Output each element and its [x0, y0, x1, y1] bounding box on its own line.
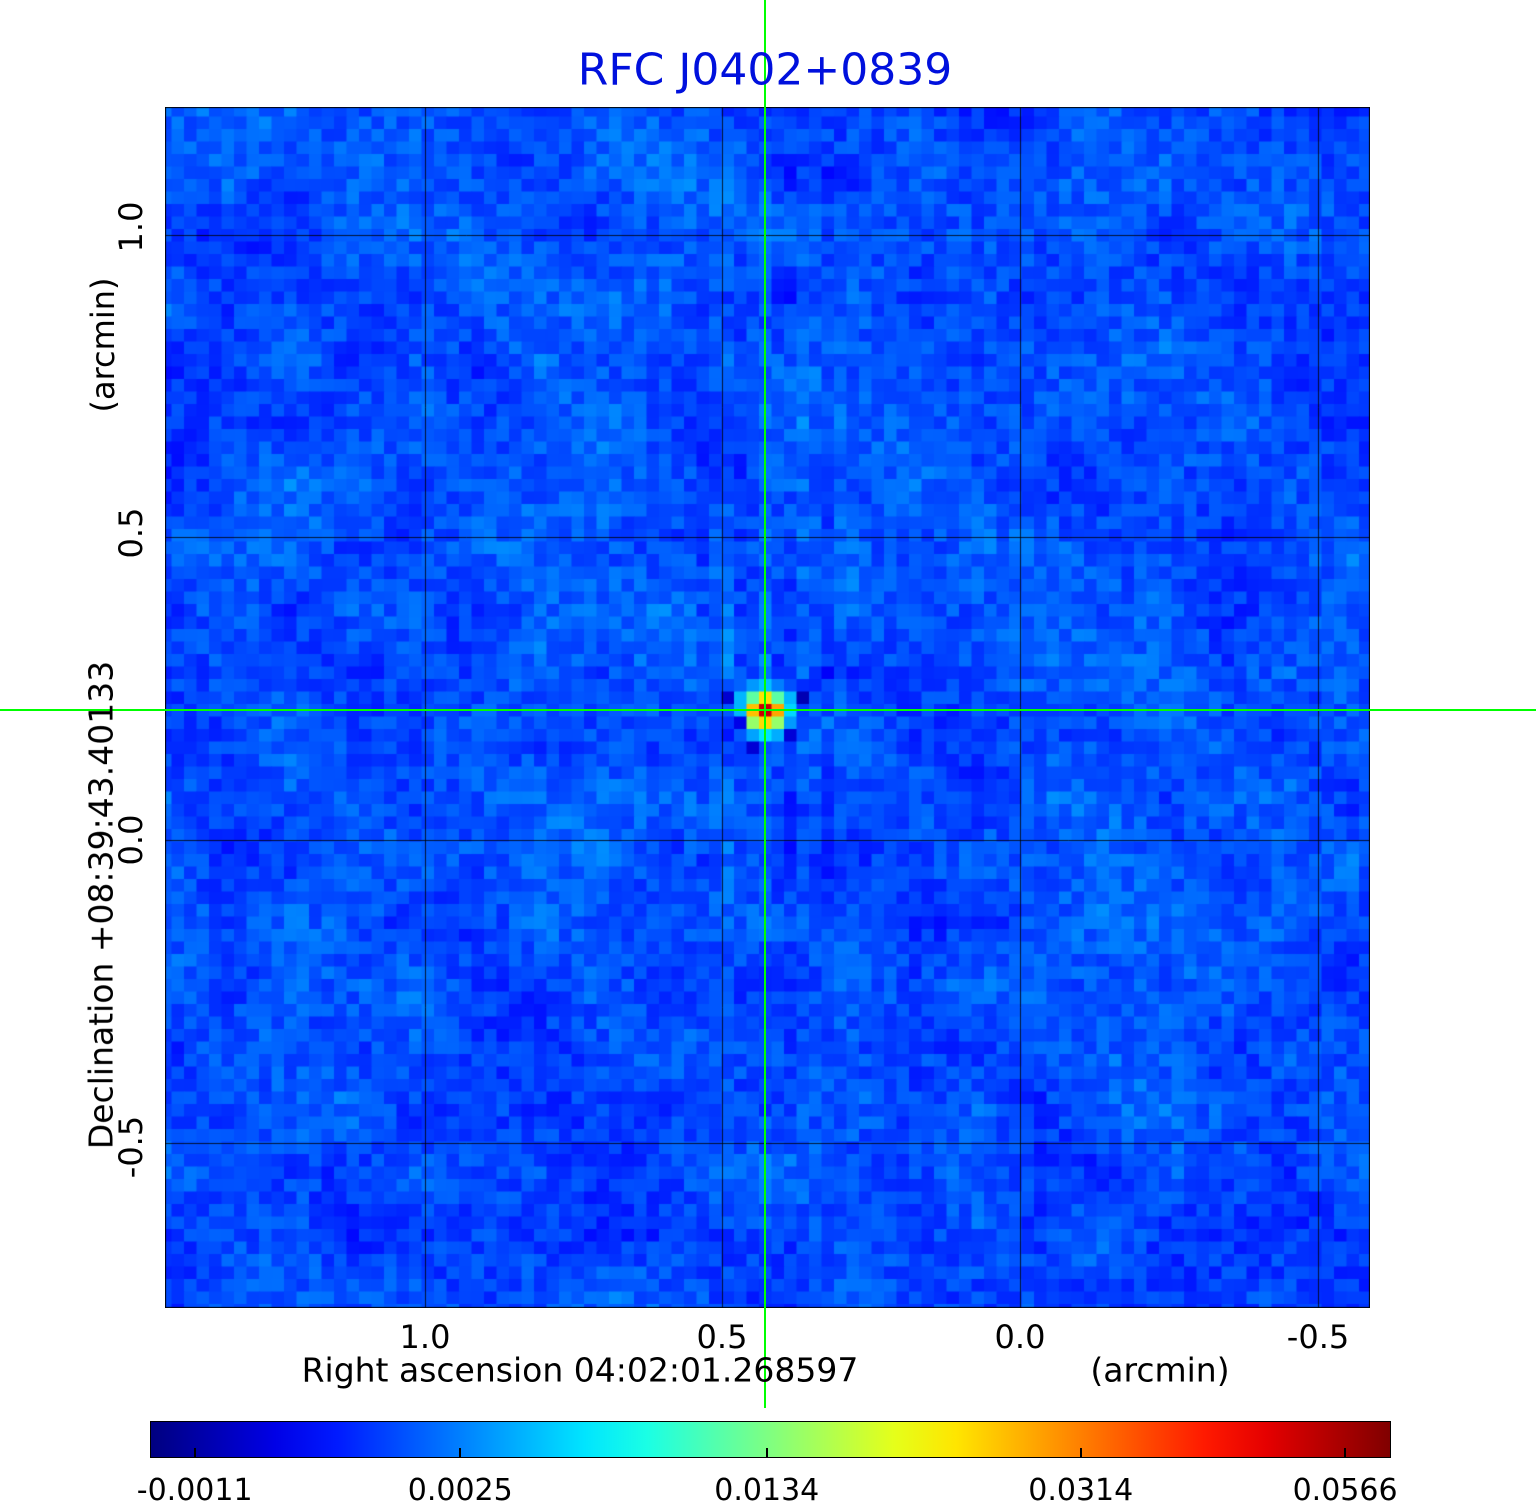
colorbar-tick-label: 0.0134 — [714, 1473, 820, 1508]
y-tick-label-0.5: 0.5 — [112, 507, 150, 559]
colorbar-tick-label: 0.0025 — [407, 1473, 513, 1508]
colorbar-tick-mark — [459, 1448, 462, 1458]
crosshair-vertical-line — [764, 0, 766, 1408]
x-tick-label-neg0.5: -0.5 — [1286, 1318, 1350, 1356]
x-tick-label-0.0: 0.0 — [994, 1318, 1046, 1356]
y-axis-title: Declination +08:39:43.40133 — [81, 660, 121, 1150]
colorbar-tick-mark — [193, 1448, 196, 1458]
x-tick-label-1.0: 1.0 — [399, 1318, 451, 1356]
y-tick-label-1.0: 1.0 — [112, 201, 150, 253]
colorbar-gradient — [150, 1421, 1391, 1458]
colorbar-tick-label: 0.0566 — [1292, 1473, 1398, 1508]
figure-title: RFC J0402+0839 — [577, 44, 953, 96]
colorbar-tick-mark — [1079, 1448, 1082, 1458]
colorbar-tick-label: -0.0011 — [136, 1473, 253, 1508]
sky-map-image — [165, 107, 1370, 1308]
x-axis-title: Right ascension 04:02:01.268597 — [301, 1350, 859, 1390]
colorbar-tick-mark — [1344, 1448, 1347, 1458]
x-tick-label-0.5: 0.5 — [696, 1318, 748, 1356]
crosshair-horizontal-line — [0, 709, 1536, 711]
colorbar: -0.0011 0.0025 0.0134 0.0314 0.0566 — [137, 1421, 1398, 1509]
colorbar-tick-mark — [765, 1448, 768, 1458]
x-axis-unit-label: (arcmin) — [1090, 1350, 1230, 1390]
colorbar-tick-label: 0.0314 — [1028, 1473, 1134, 1508]
y-axis-unit-label: (arcmin) — [84, 277, 122, 413]
